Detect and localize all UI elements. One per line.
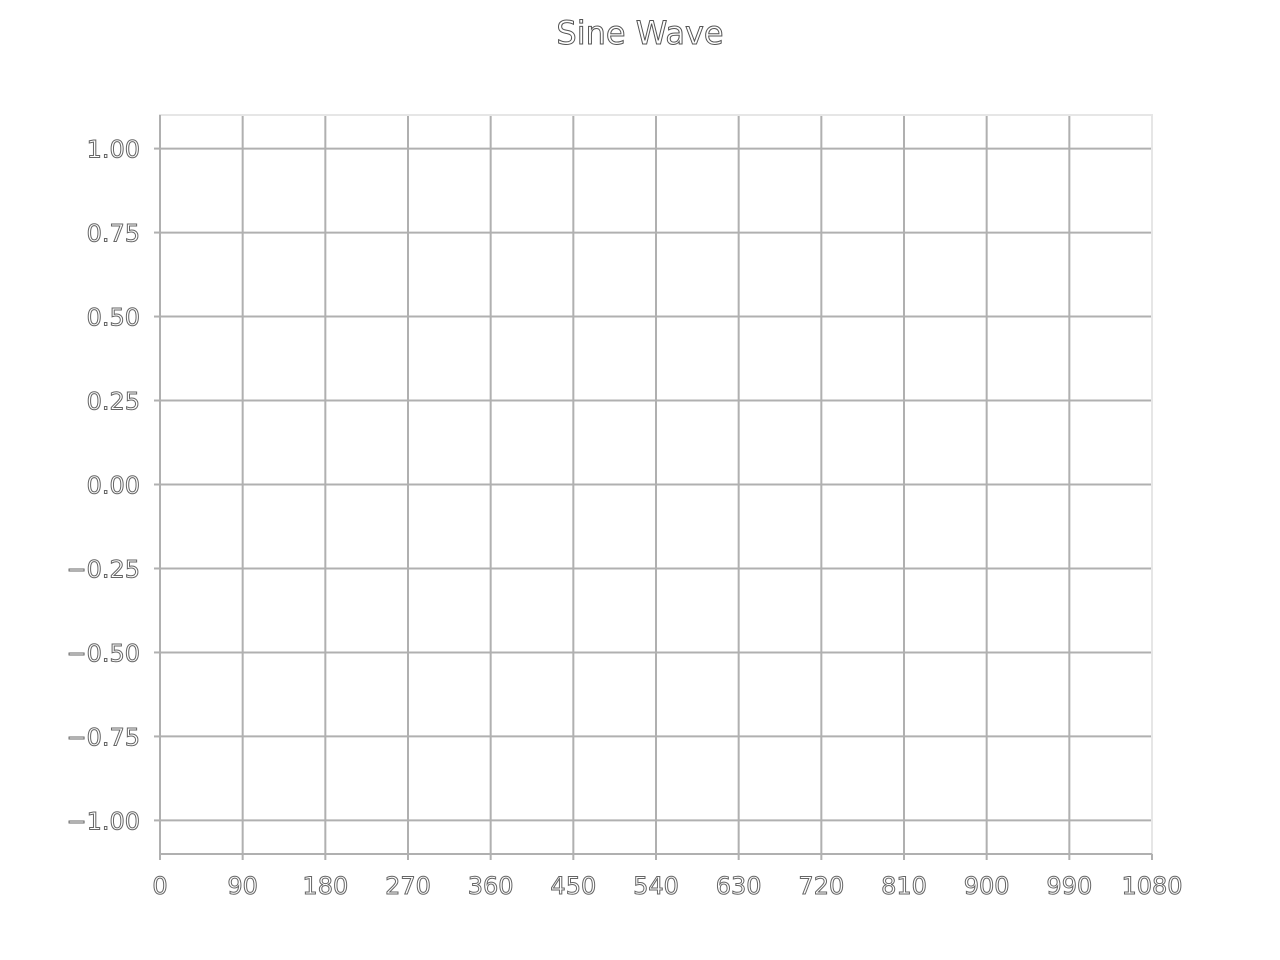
y-tick-label: −1.00 bbox=[66, 807, 140, 835]
x-tick-label: 360 bbox=[468, 872, 514, 900]
x-tick-label: 630 bbox=[716, 872, 762, 900]
y-tick-label: −0.75 bbox=[66, 723, 140, 751]
y-axis: 1.00 0.75 0.50 0.25 0.00 −0.25 −0.50 −0.75 −1.00 bbox=[66, 115, 161, 854]
x-tick-label: 720 bbox=[798, 872, 844, 900]
x-tick-label: 180 bbox=[302, 872, 348, 900]
x-tick-label: 450 bbox=[550, 872, 596, 900]
x-tick-label: 810 bbox=[881, 872, 927, 900]
x-tick-label: 90 bbox=[227, 872, 258, 900]
grid bbox=[159, 115, 1153, 854]
y-tick-label: 0.00 bbox=[87, 472, 140, 500]
chart-title: Sine Wave bbox=[556, 14, 723, 52]
y-tick-label: 1.00 bbox=[87, 136, 140, 164]
y-tick-label: 0.50 bbox=[87, 304, 140, 332]
y-tick-label: −0.50 bbox=[66, 639, 140, 667]
y-tick-label: 0.25 bbox=[87, 388, 140, 416]
y-tick-label: −0.25 bbox=[66, 555, 140, 583]
y-tick-label: 0.75 bbox=[87, 220, 140, 248]
x-axis: 0 90 180 270 360 450 540 630 720 810 900 990 1080 bbox=[152, 853, 1183, 901]
x-tick-label: 270 bbox=[385, 872, 431, 900]
x-tick-label: 990 bbox=[1046, 872, 1092, 900]
x-tick-label: 900 bbox=[964, 872, 1010, 900]
x-tick-label: 1080 bbox=[1121, 872, 1182, 900]
x-tick-label: 0 bbox=[152, 872, 167, 900]
x-tick-label: 540 bbox=[633, 872, 679, 900]
